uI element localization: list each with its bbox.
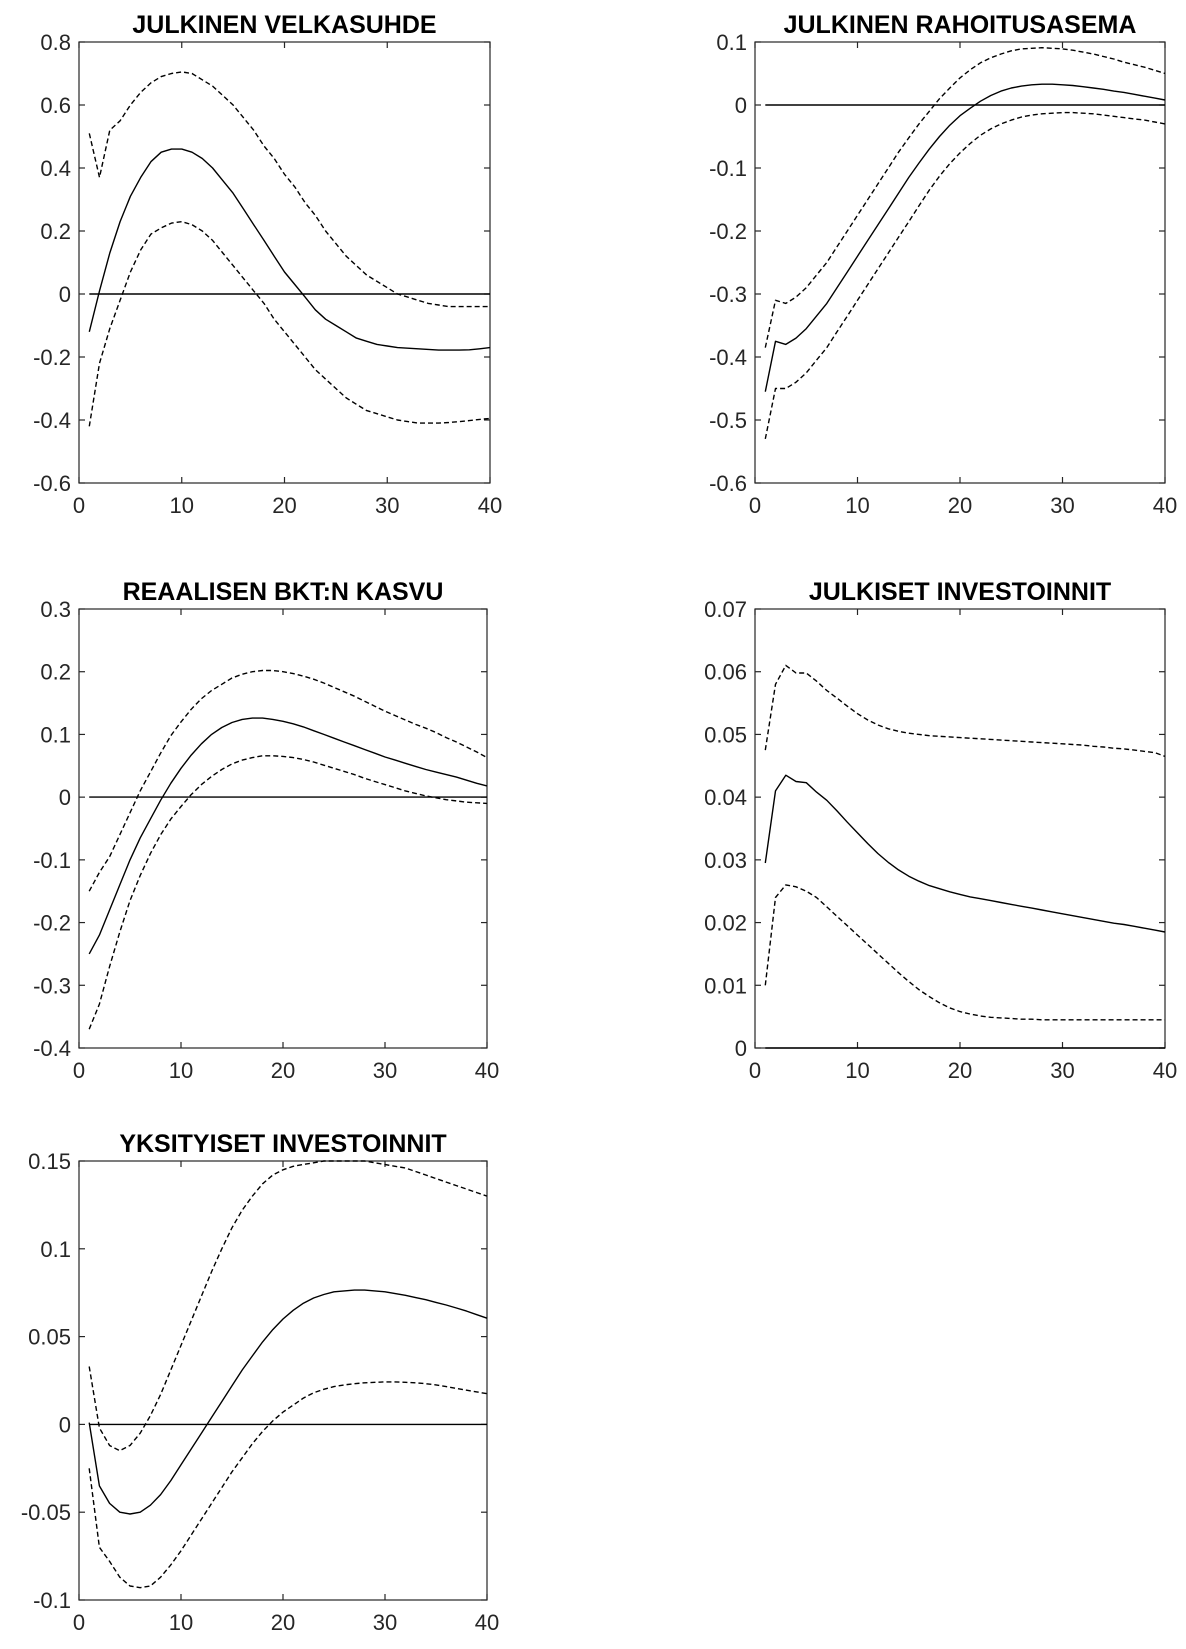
impulse-response-line bbox=[764, 774, 1166, 933]
chart-title: JULKINEN VELKASUHDE bbox=[132, 11, 436, 39]
y-tick-label: -0.4 bbox=[33, 408, 71, 433]
y-tick-label: -0.2 bbox=[33, 911, 71, 936]
chart-panel-3: 0 10 20 30 40 -0.4 -0.3 -0.2 -0.1 0 0.1 0.2 0.3 REAAL… bbox=[33, 578, 499, 1083]
x-tick-label: 0 bbox=[749, 493, 761, 518]
y-tick-label: -0.1 bbox=[709, 156, 747, 181]
chart-panel-5: 0 10 20 30 40 -0.1 -0.05 0 0.05 0.1 0.15 YKSITYISET… bbox=[21, 1130, 499, 1635]
x-tick-label: 20 bbox=[271, 1610, 295, 1635]
y-tick-label: 0.05 bbox=[704, 722, 747, 747]
x-tick-label: 0 bbox=[73, 493, 85, 518]
impulse-response-line bbox=[764, 83, 1166, 392]
axes-frame bbox=[78, 608, 488, 1049]
y-tick-label: 0.8 bbox=[40, 30, 71, 55]
y-tick-label: -0.1 bbox=[33, 848, 71, 873]
confidence-band-line bbox=[88, 1160, 488, 1452]
x-tick-label: 0 bbox=[73, 1610, 85, 1635]
y-tick-label: 0 bbox=[59, 282, 71, 307]
confidence-band-line bbox=[88, 1381, 488, 1589]
confidence-band-line bbox=[88, 669, 488, 892]
y-tick-label: 0.1 bbox=[716, 30, 747, 55]
x-tick-label: 40 bbox=[478, 493, 502, 518]
y-tick-label: 0.1 bbox=[40, 1237, 71, 1262]
x-tick-label: 30 bbox=[373, 1610, 397, 1635]
y-tick-label: 0.03 bbox=[704, 848, 747, 873]
x-tick-label: 40 bbox=[1153, 493, 1177, 518]
y-tick-label: -0.3 bbox=[33, 973, 71, 998]
y-tick-label: 0.15 bbox=[28, 1149, 71, 1174]
y-tick-label: -0.1 bbox=[33, 1588, 71, 1613]
y-tick-label: 0.6 bbox=[40, 93, 71, 118]
chart-panel-2: 0 10 20 30 40 -0.6 -0.5 -0.4 -0.3 -0.2 -0.1 0 0.1 JUL… bbox=[709, 11, 1177, 518]
y-tick-label: -0.5 bbox=[709, 408, 747, 433]
confidence-band-line bbox=[88, 220, 491, 427]
chart-panel-1: 0 10 20 30 40 -0.6 -0.4 -0.2 0 0.2 0.4 0.6 0.8 JULKIN… bbox=[33, 11, 502, 518]
x-tick-label: 0 bbox=[749, 1058, 761, 1083]
x-tick-label: 30 bbox=[375, 493, 399, 518]
confidence-band-line bbox=[88, 755, 488, 1030]
x-tick-label: 30 bbox=[1050, 1058, 1074, 1083]
axes-frame bbox=[78, 1160, 488, 1601]
y-tick-label: 0.3 bbox=[40, 597, 71, 622]
y-tick-label: -0.2 bbox=[709, 219, 747, 244]
y-tick-label: 0.07 bbox=[704, 597, 747, 622]
confidence-band-line bbox=[764, 664, 1166, 758]
axes-frame bbox=[78, 41, 491, 484]
x-tick-label: 40 bbox=[475, 1058, 499, 1083]
y-tick-label: -0.6 bbox=[709, 471, 747, 496]
x-tick-label: 0 bbox=[73, 1058, 85, 1083]
chart-title: REAALISEN BKT:N KASVU bbox=[123, 578, 444, 606]
y-tick-label: 0.04 bbox=[704, 785, 747, 810]
x-tick-label: 30 bbox=[373, 1058, 397, 1083]
y-tick-label: 0.2 bbox=[40, 660, 71, 685]
y-tick-label: 0.4 bbox=[40, 156, 71, 181]
x-tick-label: 20 bbox=[948, 1058, 972, 1083]
x-tick-label: 10 bbox=[169, 1058, 193, 1083]
y-tick-label: 0.06 bbox=[704, 660, 747, 685]
chart-title: JULKINEN RAHOITUSASEMA bbox=[784, 11, 1137, 39]
axes-frame bbox=[754, 608, 1166, 1049]
y-tick-label: -0.3 bbox=[709, 282, 747, 307]
y-tick-label: 0 bbox=[59, 1412, 71, 1437]
confidence-band-line bbox=[88, 71, 490, 308]
confidence-band-line bbox=[764, 47, 1166, 348]
axes-frame bbox=[754, 41, 1166, 484]
y-tick-label: 0.01 bbox=[704, 973, 747, 998]
y-tick-label: -0.4 bbox=[709, 345, 747, 370]
chart-title: YKSITYISET INVESTOINNIT bbox=[119, 1130, 446, 1158]
y-tick-label: 0 bbox=[735, 1036, 747, 1061]
y-tick-label: -0.4 bbox=[33, 1036, 71, 1061]
confidence-band-line bbox=[764, 884, 1165, 1021]
x-tick-label: 20 bbox=[948, 493, 972, 518]
x-tick-label: 10 bbox=[845, 493, 869, 518]
x-tick-label: 10 bbox=[169, 1610, 193, 1635]
y-tick-label: 0.05 bbox=[28, 1325, 71, 1350]
x-tick-label: 20 bbox=[271, 1058, 295, 1083]
y-tick-label: 0 bbox=[735, 93, 747, 118]
y-tick-label: 0.02 bbox=[704, 911, 747, 936]
chart-panel-4: 0 10 20 30 40 0 0.01 0.02 0.03 0.04 0.05 0.06 0.07 JU… bbox=[704, 578, 1177, 1083]
y-tick-label: 0 bbox=[59, 785, 71, 810]
confidence-band-line bbox=[764, 111, 1166, 440]
impulse-response-line bbox=[88, 148, 491, 351]
y-tick-label: -0.2 bbox=[33, 345, 71, 370]
x-tick-label: 10 bbox=[170, 493, 194, 518]
impulse-response-line bbox=[88, 717, 488, 955]
y-tick-label: 0.2 bbox=[40, 219, 71, 244]
impulse-response-line bbox=[88, 1289, 488, 1515]
chart-title: JULKISET INVESTOINNIT bbox=[809, 578, 1111, 606]
x-tick-label: 30 bbox=[1050, 493, 1074, 518]
y-tick-label: 0.1 bbox=[40, 722, 71, 747]
x-tick-label: 10 bbox=[845, 1058, 869, 1083]
x-tick-label: 40 bbox=[475, 1610, 499, 1635]
x-tick-label: 40 bbox=[1153, 1058, 1177, 1083]
y-tick-label: -0.6 bbox=[33, 471, 71, 496]
y-tick-label: -0.05 bbox=[21, 1500, 71, 1525]
x-tick-label: 20 bbox=[272, 493, 296, 518]
